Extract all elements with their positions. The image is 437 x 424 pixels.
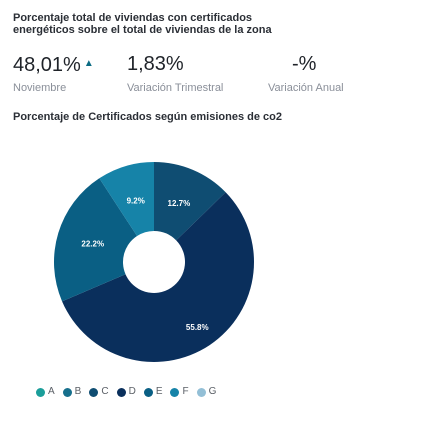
slice-label-f: 9.2% [127,197,145,206]
pie-slice-c[interactable] [154,162,226,241]
legend-label: A [48,386,55,397]
legend-item-b[interactable]: B [62,386,82,398]
legend-label: C [101,386,109,397]
co2-donut-chart: 12.7% 55.8% 22.2% 9.2% [54,162,254,362]
slice-label-c: 12.7% [168,199,191,208]
pie-slice-e[interactable] [54,178,138,302]
kpi-annual-label: Variación Anual [268,82,344,94]
legend-item-a[interactable]: A [36,386,55,398]
slice-label-d: 55.8% [186,323,209,332]
legend-dot-icon [62,387,72,397]
slice-label-e: 22.2% [81,239,104,248]
kpi-annual-value: -% [292,53,317,75]
legend-item-g[interactable]: G [196,386,217,398]
chart-title: Porcentaje de Certificados según emision… [13,111,282,123]
pie-slice-d[interactable] [62,192,254,362]
page-title: Porcentaje total de viviendas con certif… [13,12,272,36]
legend-dot-icon [170,387,180,397]
legend-label: F [182,386,189,397]
kpi-monthly-label: Noviembre [13,82,67,94]
chart-legend: A B C D E F G [36,386,224,398]
pie-slice-f[interactable] [99,162,154,237]
legend-item-c[interactable]: C [89,386,109,398]
kpi-monthly-number: 48,01% [13,54,81,76]
legend-label: E [155,386,163,397]
kpi-monthly-value: 48,01% ▲ [13,53,94,76]
legend-item-d[interactable]: D [116,386,136,398]
legend-item-f[interactable]: F [170,386,189,398]
legend-dot-icon [196,387,206,397]
legend-dot-icon [143,387,153,397]
legend-label: B [74,386,82,397]
legend-dot-icon [36,387,45,397]
legend-label: G [208,386,217,397]
kpi-quarterly-value: 1,83% [127,53,184,75]
up-arrow-icon: ▲ [83,58,94,69]
legend-dot-icon [116,387,126,397]
legend-label: D [128,386,136,397]
kpi-quarterly-label: Variación Trimestral [127,82,224,94]
legend-dot-icon [89,387,99,397]
legend-item-e[interactable]: E [143,386,163,398]
